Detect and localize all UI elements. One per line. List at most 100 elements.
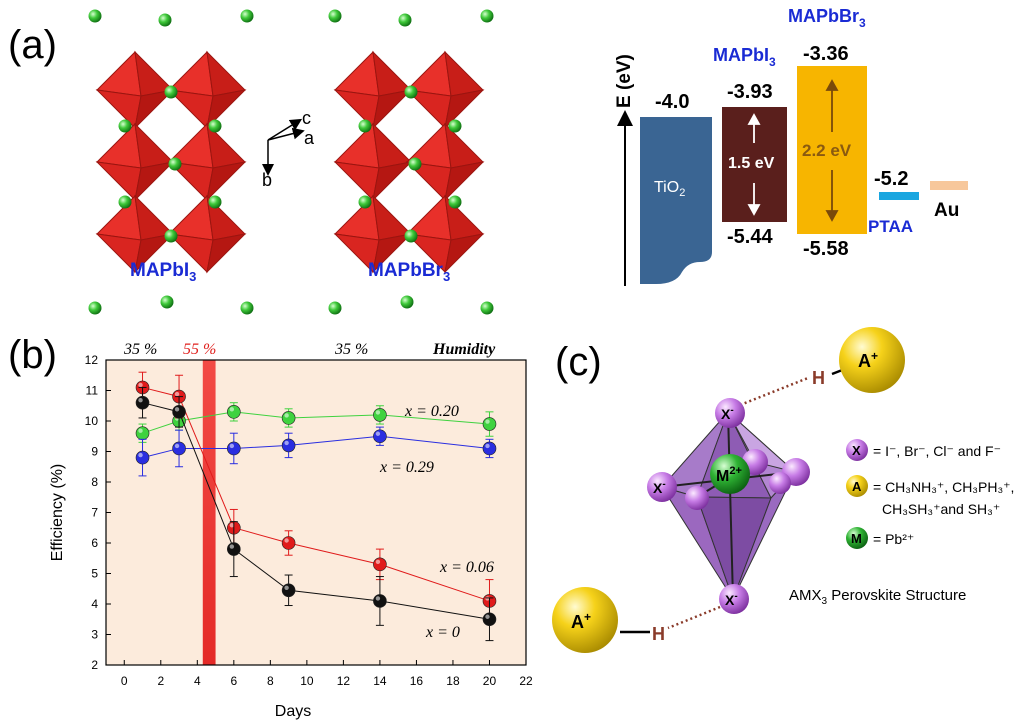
svg-text:CH₃SH₃⁺and SH₃⁺: CH₃SH₃⁺and SH₃⁺ [882,501,1000,517]
au-level [930,181,968,190]
octahedron-face [206,50,247,97]
anion-front [685,486,709,510]
y-tick-label: 12 [85,353,99,367]
cation-sphere [398,13,412,27]
cation-sphere [88,301,102,315]
energy-diagram: E (eV) -4.0 TiO2 MAPbI3 -3.93 -5.44 1.5 … [614,6,968,286]
data-point-highlight [174,391,180,397]
mapbbr3-gap: 2.2 eV [802,141,852,160]
anion-top: X- [715,398,745,428]
y-tick-label: 9 [91,445,98,459]
svg-text:M2+: M2+ [716,465,742,485]
energy-axis-label: E (eV) [614,54,635,108]
perovskite-caption: AMX3 Perovskite Structure [789,587,966,607]
data-point [227,542,241,556]
mapbi3-crystal-name: MAPbI3 [130,260,196,284]
data-point [373,594,387,608]
octahedron-face [372,89,413,130]
data-point-highlight [138,428,143,433]
data-point-highlight [138,452,143,458]
y-tick-label: 10 [85,414,99,428]
svg-text:= Pb²⁺: = Pb²⁺ [873,531,914,547]
y-tick-label: 2 [91,658,98,672]
octahedron-face [444,89,485,130]
series-label-x0: x = 0 [425,624,460,641]
data-point [281,411,296,425]
y-tick-label: 11 [86,384,99,398]
x-tick-label: 4 [194,674,201,688]
x-tick-label: 14 [373,674,387,688]
y-tick-label: 5 [91,567,98,581]
humidity-35-first: 35 % [123,341,157,358]
data-point-highlight [284,413,289,418]
x-axis-label: Days [275,703,311,720]
anion-right [769,458,810,494]
octahedron-face [206,233,247,274]
cation-sphere [118,119,132,133]
panel-c-label: (c) [555,340,602,384]
data-point [281,536,296,550]
octahedron-face [134,233,175,274]
octahedron-face [134,122,175,169]
humidity-35-second: 35 % [334,341,368,358]
y-tick-label: 8 [91,475,98,489]
octahedron-face [95,89,142,130]
cation-sphere [480,301,494,315]
x-tick-label: 0 [121,674,128,688]
mapbi3-crystal [88,9,254,315]
data-point-highlight [375,410,381,415]
cation-sphere [118,195,132,209]
cation-sphere [208,119,222,133]
metal-center: M2+ [710,454,750,494]
data-point-highlight [284,538,289,543]
data-point [373,429,387,444]
h-bond-bottom [667,605,721,630]
data-point-highlight [174,443,180,449]
efficiency-chart: 0 2 4 6 8 10 12 14 16 18 20 2223456789101112DaysEff… [49,353,533,720]
octahedron-face [95,161,142,202]
legend-m: M = Pb²⁺ [846,527,914,549]
octahedron-face [333,50,380,97]
data-point [373,557,387,572]
data-point [135,450,150,465]
svg-text:A+: A+ [858,349,878,371]
x-tick-label: 22 [519,674,533,688]
series-label-x029: x = 0.29 [379,459,434,476]
octahedron-face [444,233,485,274]
h-top: H [812,368,825,388]
data-point [482,612,497,627]
data-point [227,441,241,456]
octahedron-face [333,161,380,202]
x-tick-label: 16 [410,674,424,688]
data-point-highlight [229,407,235,412]
octahedron-face [372,233,413,274]
mapbbr3-band-name: MAPbBr3 [788,6,866,30]
x-tick-label: 20 [483,674,497,688]
data-point-highlight [485,596,490,601]
octahedron-face [333,194,380,241]
data-point-highlight [284,585,289,590]
data-point-highlight [138,398,143,403]
cation-sphere [448,195,462,209]
cation-sphere [164,229,178,243]
octahedron-face [95,122,142,169]
data-point-highlight [375,596,381,601]
cation-top: A+ [839,327,905,393]
x-tick-label: 2 [157,674,164,688]
series-x-0 [135,386,497,642]
y-tick-label: 6 [91,536,98,550]
svg-text:A+: A+ [571,610,591,632]
h-bond-top [739,376,809,407]
data-point [373,408,387,422]
svg-text:= I⁻, Br⁻, Cl⁻ and F⁻: = I⁻, Br⁻, Cl⁻ and F⁻ [873,443,1001,459]
axis-triad [262,118,305,176]
data-point-highlight [485,443,490,449]
legend-a: A = CH₃NH₃⁺, CH₃PH₃⁺, CH₃SH₃⁺and SH₃⁺ [846,475,1014,517]
mapbi3-bottom-value: -5.44 [727,226,773,248]
octahedron-face [444,50,485,97]
mapbi3-gap: 1.5 eV [728,155,775,172]
h-bottom: H [652,624,665,644]
data-point-highlight [174,407,180,412]
y-tick-label: 3 [91,628,98,642]
plot-frame [105,359,527,666]
